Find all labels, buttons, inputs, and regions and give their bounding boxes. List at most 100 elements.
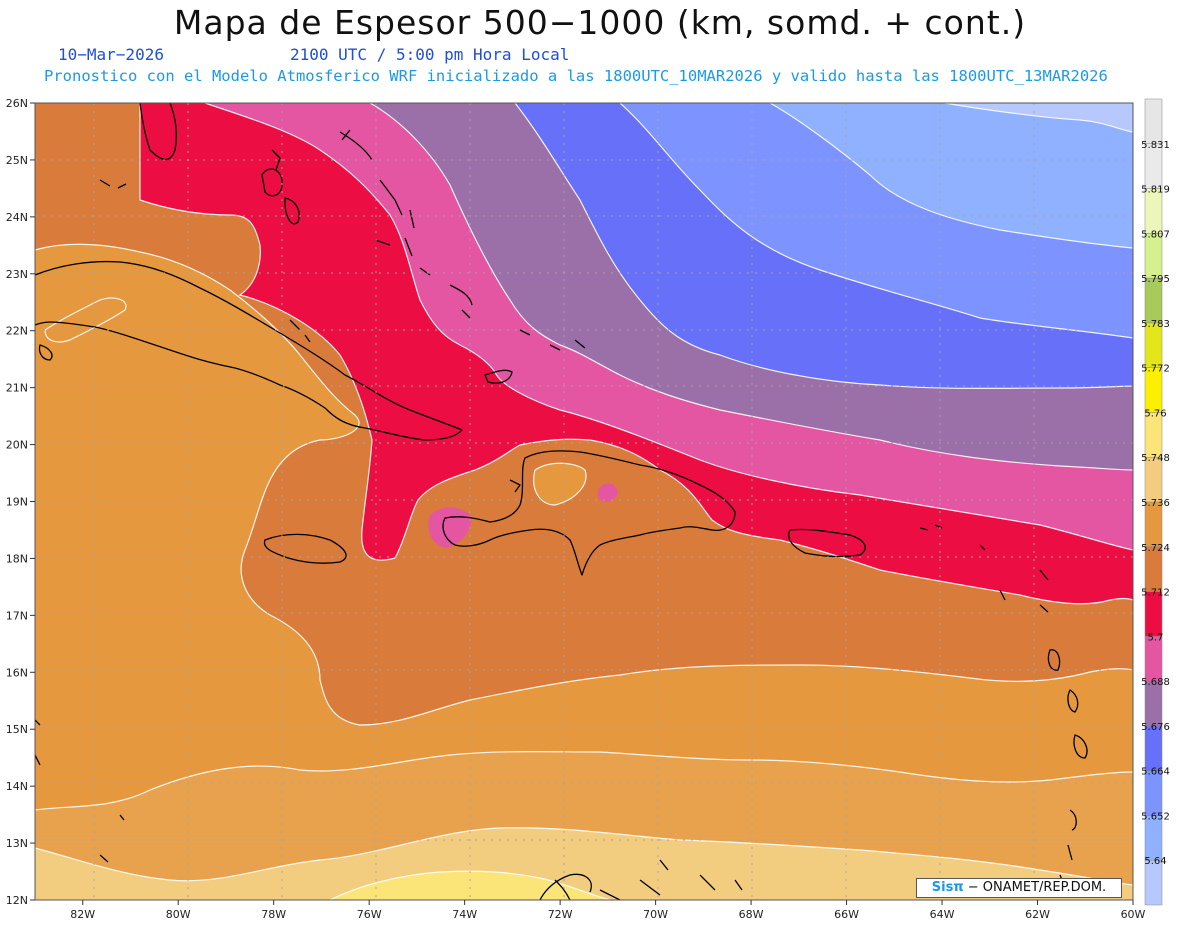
coastline-bahamas bbox=[339, 129, 373, 161]
coastline-bahamas bbox=[484, 369, 513, 384]
contour bbox=[35, 751, 1133, 811]
coastline-puerto-rico bbox=[788, 528, 866, 558]
coastline-bahamas bbox=[284, 197, 300, 225]
colorbar-label: 5.748 bbox=[1141, 453, 1170, 464]
x-tick-label: 66W bbox=[834, 908, 859, 921]
y-tick-label: 18N bbox=[6, 552, 28, 565]
contour bbox=[44, 297, 127, 343]
colorbar-label: 5.7 bbox=[1148, 632, 1164, 643]
lat-lon-grid bbox=[35, 103, 1133, 900]
x-tick-label: 60W bbox=[1121, 908, 1146, 921]
coastline-gonave bbox=[509, 479, 521, 493]
y-tick-label: 15N bbox=[6, 723, 28, 736]
y-axis: 12N 13N 14N 15N 16N 17N 18N 19N 20N 21N 22N 23N 24N 2… bbox=[6, 97, 35, 907]
contour bbox=[329, 870, 611, 900]
x-tick-label: 82W bbox=[70, 908, 95, 921]
contour bbox=[369, 103, 1133, 471]
band-5748 bbox=[35, 827, 1133, 900]
x-tick-label: 74W bbox=[452, 908, 477, 921]
y-tick-label: 19N bbox=[6, 496, 28, 509]
y-tick-label: 23N bbox=[6, 268, 28, 281]
colorbar-label: 5.807 bbox=[1141, 229, 1170, 240]
colorbar-label: 5.652 bbox=[1141, 811, 1170, 822]
coastlines bbox=[35, 103, 1088, 900]
y-tick-label: 14N bbox=[6, 780, 28, 793]
colorbar-label: 5.724 bbox=[1141, 543, 1170, 554]
coastline-bahamas bbox=[449, 284, 473, 319]
coastline-lesser-antilles bbox=[919, 524, 1049, 613]
forecast-time: 2100 UTC / 5:00 pm Hora Local bbox=[290, 45, 570, 64]
colorbar-label: 5.664 bbox=[1141, 767, 1170, 778]
colorbar-swatch bbox=[1144, 98, 1163, 145]
x-axis: 82W 80W 78W 76W 74W 72W 70W 68W 66W 64W 62W 60W bbox=[70, 900, 1146, 921]
coastline-florida bbox=[139, 103, 177, 161]
credit-box: Sisπ − ONAMET/REP.DOM. bbox=[916, 878, 1122, 898]
coastline-bahamas bbox=[271, 149, 281, 171]
x-tick-label: 62W bbox=[1025, 908, 1050, 921]
x-tick-label: 64W bbox=[930, 908, 955, 921]
credit-text: − ONAMET/REP.DOM. bbox=[963, 880, 1107, 895]
sispi-logo: Sisπ bbox=[931, 880, 964, 895]
coastline-south-america bbox=[539, 873, 592, 900]
colorbar: 5.64 5.652 5.664 5.676 5.688 5.7 5.712 5.724 5.7… bbox=[1141, 98, 1170, 906]
y-tick-label: 25N bbox=[6, 154, 28, 167]
colorbar-label: 5.76 bbox=[1144, 408, 1166, 419]
contour bbox=[139, 103, 1133, 605]
contour bbox=[619, 103, 1133, 339]
contour-lines bbox=[35, 103, 1133, 900]
coastline-central-america bbox=[35, 719, 41, 766]
colorbar-label: 5.795 bbox=[1141, 274, 1170, 285]
coastline-martinique bbox=[1073, 734, 1088, 759]
coastline-hispaniola bbox=[442, 450, 736, 576]
x-tick-label: 80W bbox=[166, 908, 191, 921]
coastline-isla-juventud bbox=[38, 344, 53, 361]
coastline-keys bbox=[99, 179, 127, 189]
x-tick-label: 76W bbox=[357, 908, 382, 921]
coastline-bahamas bbox=[289, 319, 311, 343]
y-tick-label: 24N bbox=[6, 211, 28, 224]
highland-patch bbox=[533, 463, 586, 505]
y-tick-label: 21N bbox=[6, 382, 28, 395]
y-tick-label: 17N bbox=[6, 609, 28, 622]
contour bbox=[514, 103, 1133, 389]
contour bbox=[35, 243, 1133, 726]
contour bbox=[35, 827, 1133, 886]
y-tick-label: 16N bbox=[6, 666, 28, 679]
forecast-date: 10−Mar−2026 bbox=[58, 45, 164, 64]
coastline-bahamas bbox=[374, 237, 431, 276]
colorbar-label: 5.819 bbox=[1141, 185, 1170, 196]
x-tick-label: 68W bbox=[739, 908, 764, 921]
contour bbox=[204, 103, 1133, 551]
y-tick-label: 20N bbox=[6, 439, 28, 452]
colorbar-label: 5.736 bbox=[1141, 498, 1170, 509]
highland-patch bbox=[45, 298, 126, 342]
colorbar-label: 5.772 bbox=[1141, 364, 1170, 375]
colorbar-label: 5.783 bbox=[1141, 319, 1170, 330]
x-tick-label: 72W bbox=[548, 908, 573, 921]
coastline-dominica bbox=[1067, 689, 1079, 713]
y-tick-label: 22N bbox=[6, 325, 28, 338]
coastline-central-america bbox=[99, 814, 125, 863]
x-tick-label: 78W bbox=[261, 908, 286, 921]
coastline-jamaica bbox=[263, 533, 347, 564]
pink-patch bbox=[598, 483, 618, 502]
colorbar-label: 5.712 bbox=[1141, 588, 1170, 599]
colorbar-label: 5.676 bbox=[1141, 722, 1170, 733]
colorbar-label: 5.688 bbox=[1141, 677, 1170, 688]
coastline-bahamas bbox=[519, 329, 586, 351]
coastline-bahamas bbox=[379, 179, 415, 229]
thickness-bands bbox=[35, 103, 1133, 900]
coastline-guadeloupe bbox=[1047, 649, 1061, 671]
coastline-cuba bbox=[35, 260, 463, 441]
y-tick-label: 13N bbox=[6, 837, 28, 850]
band-5724 bbox=[35, 244, 1133, 900]
y-tick-label: 12N bbox=[6, 894, 28, 907]
contour bbox=[944, 103, 1133, 133]
colorbar-label: 5.831 bbox=[1141, 140, 1170, 151]
y-tick-label: 26N bbox=[6, 97, 28, 110]
x-tick-label: 70W bbox=[643, 908, 668, 921]
coastline-bahamas bbox=[261, 168, 283, 197]
contour bbox=[533, 462, 587, 506]
contour bbox=[769, 103, 1133, 249]
